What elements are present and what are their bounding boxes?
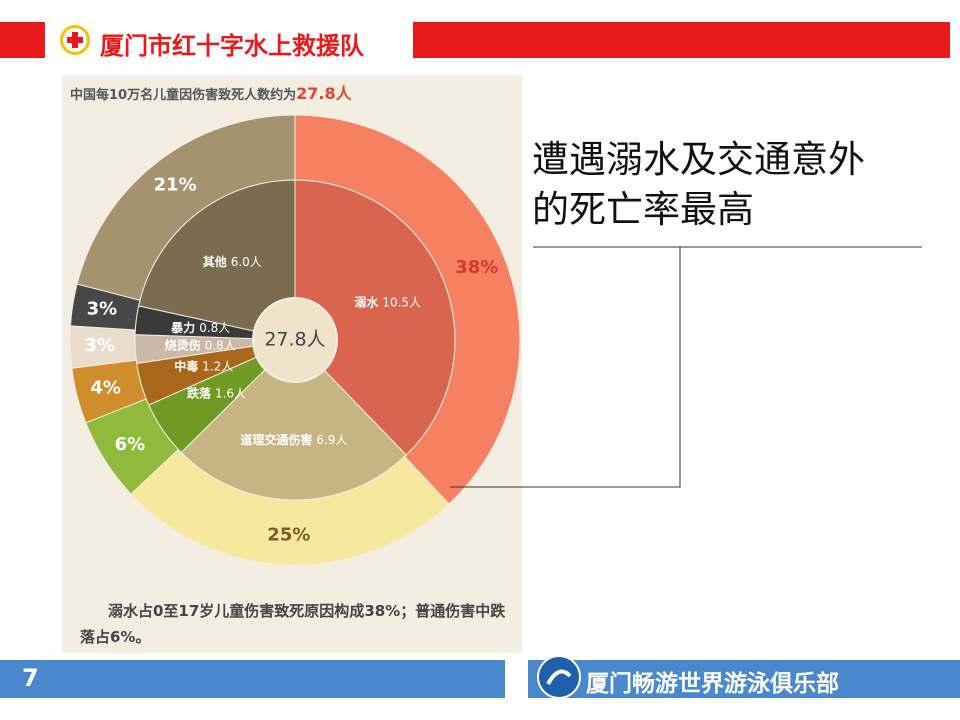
inner-label: 其他 6.0人 [203, 254, 262, 269]
header-title: 厦门市红十字水上救援队 [100, 32, 364, 60]
headline-line: 遭遇溺水及交通意外 [532, 138, 865, 181]
outer-value-label: 38% [455, 257, 498, 278]
inner-slice [180, 339, 407, 501]
outer-value-label: 4% [90, 378, 121, 399]
inner-label: 跌落 1.6人 [187, 385, 246, 400]
inner-slice [138, 179, 296, 341]
header-bar-right [413, 22, 950, 58]
inner-label: 烧烫伤 0.8人 [165, 337, 236, 352]
inner-value-label: 0.8人 [199, 321, 230, 335]
inner-value-label: 10.5人 [382, 295, 421, 309]
inner-value-label: 1.2人 [202, 359, 233, 373]
inner-category: 溺水 [354, 294, 379, 309]
outer-value-label: 25% [267, 524, 310, 545]
inner-value-label: 1.6人 [215, 386, 246, 400]
inner-category: 暴力 [170, 320, 195, 335]
footer-bar-right [528, 660, 960, 698]
inner-label: 中毒 1.2人 [174, 358, 233, 373]
outer-value-label: 3% [87, 298, 118, 319]
page-number: 7 [22, 664, 39, 692]
footer-org: 厦门畅游世界游泳俱乐部 [586, 671, 839, 697]
inner-category: 其他 [203, 254, 227, 269]
chart-title: 中国每10万名儿童因伤害致死人数约为27.8人 [70, 80, 352, 104]
center-circle [252, 297, 338, 383]
inner-category: 烧烫伤 [165, 337, 201, 352]
inner-value-label: 6.9人 [316, 432, 347, 446]
club-logo [537, 655, 581, 699]
chart-title-highlight: 27.8人 [296, 84, 352, 103]
chart-caption: 溺水占0至17岁儿童伤害致死原因构成38%；普通伤害中跌落占6%。 [80, 602, 506, 646]
inner-label: 溺水 10.5人 [354, 294, 421, 309]
outer-value-label: 3% [84, 335, 115, 356]
inner-category: 中毒 [174, 358, 198, 373]
inner-value-label: 6.0人 [231, 255, 262, 269]
outer-value-label: 21% [154, 175, 197, 196]
chart-title-text: 中国每10万名儿童因伤害致死人数约为 [70, 88, 297, 103]
center-label: 27.8人 [264, 329, 325, 351]
inner-slice [294, 179, 456, 456]
inner-category: 跌落 [187, 385, 212, 400]
inner-label: 道理交通伤害 6.9人 [240, 431, 347, 446]
red-cross-logo [60, 25, 90, 55]
header-bar-left [0, 22, 45, 58]
headline: 遭遇溺水及交通意外 的死亡率最高 [532, 135, 865, 235]
outer-value-label: 6% [115, 434, 146, 455]
inner-value-label: 0.8人 [205, 338, 236, 352]
headline-line: 的死亡率最高 [532, 188, 754, 231]
inner-category: 道理交通伤害 [240, 431, 312, 446]
inner-label: 暴力 0.8人 [170, 320, 230, 335]
footer-bar-left [0, 660, 505, 698]
